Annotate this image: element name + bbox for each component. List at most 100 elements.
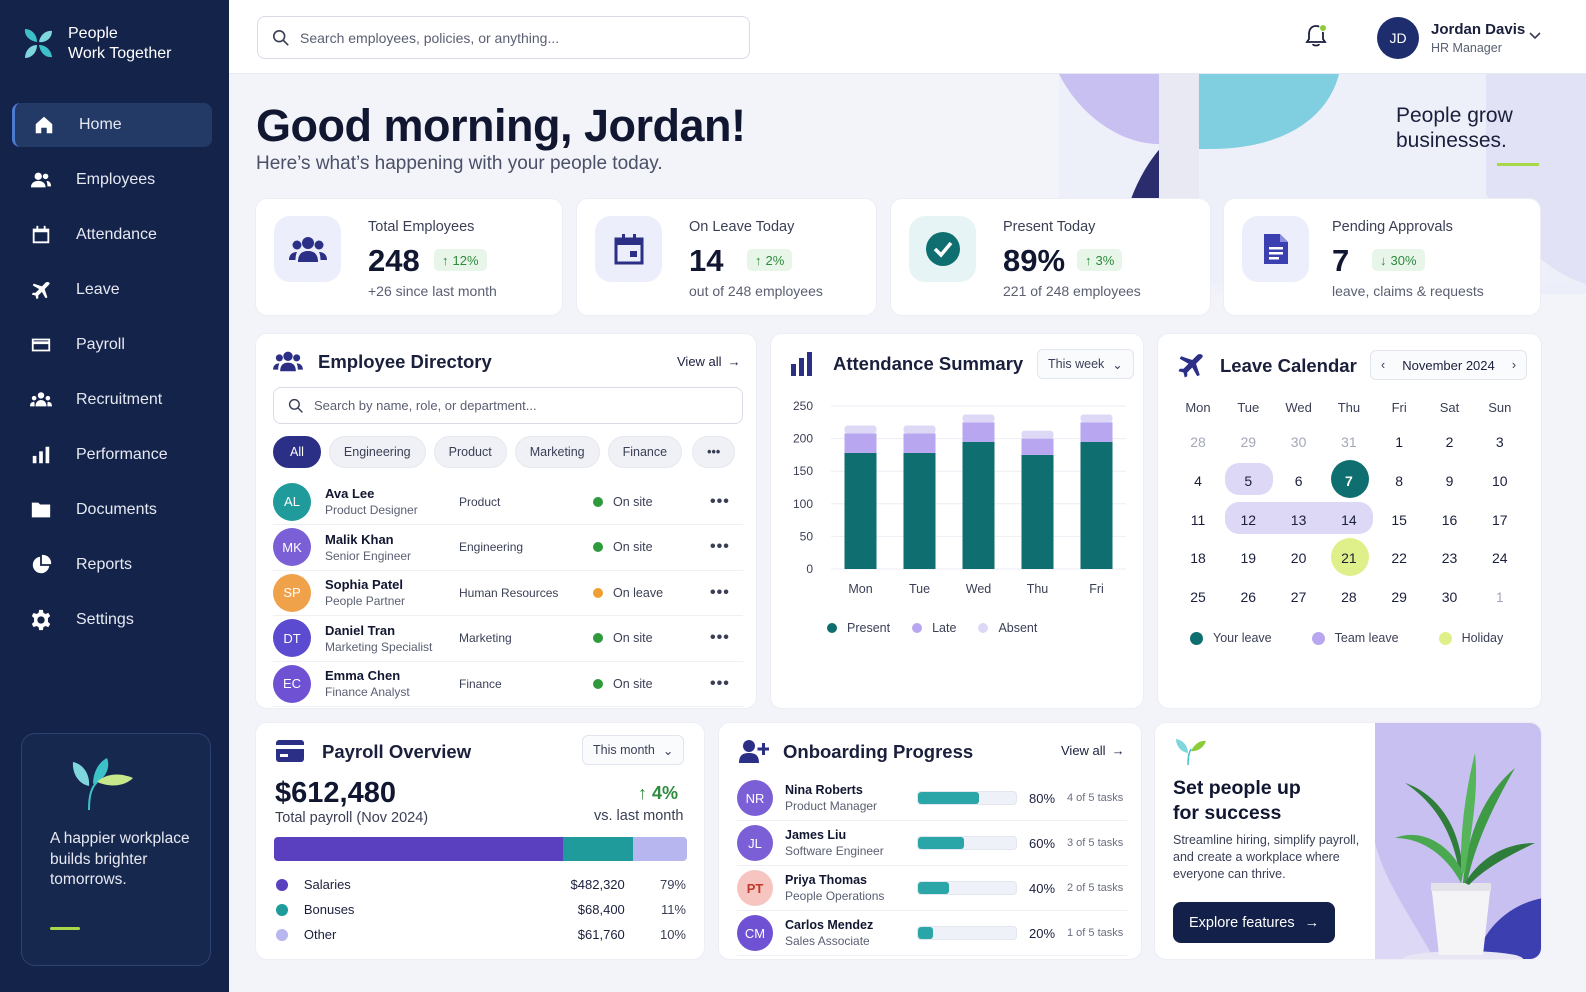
weekday-label: Sat	[1439, 400, 1460, 415]
card-title: Attendance Summary	[833, 353, 1024, 374]
filter-chip-product[interactable]: Product	[433, 436, 507, 468]
calendar-day[interactable]: 14	[1341, 511, 1357, 528]
calendar-icon	[32, 225, 50, 244]
stat-card-pending-approvals[interactable]: Pending Approvals 7 ↓ 30% leave, claims &…	[1223, 198, 1541, 316]
row-actions-button[interactable]: •••	[710, 674, 730, 692]
calendar-day[interactable]: 10	[1492, 472, 1508, 489]
calendar-day[interactable]: 29	[1391, 589, 1407, 606]
filter-chip-engineering[interactable]: Engineering	[328, 436, 426, 468]
employee-row[interactable]: MK Malik Khan Senior Engineer Engineering On…	[273, 525, 743, 571]
payroll-item-name: Bonuses	[303, 902, 355, 917]
calendar-day[interactable]: 17	[1492, 511, 1508, 528]
directory-search[interactable]	[273, 387, 743, 424]
calendar-highlights	[1225, 460, 1373, 576]
calendar-day[interactable]: 27	[1290, 589, 1307, 606]
nav-item-settings[interactable]: Settings	[12, 598, 212, 642]
attendance-range-dropdown[interactable]: This week ⌄	[1037, 349, 1134, 379]
calendar-day[interactable]: 24	[1492, 550, 1508, 567]
calendar-day[interactable]: 30	[1441, 589, 1458, 606]
task-count: 4 of 5 tasks	[1067, 792, 1124, 804]
row-actions-button[interactable]: •••	[710, 583, 730, 601]
payroll-range-dropdown[interactable]: This month ⌄	[582, 735, 685, 765]
calendar-day[interactable]: 28	[1341, 589, 1357, 606]
calendar-day[interactable]: 3	[1495, 434, 1504, 450]
calendar-day[interactable]: 2	[1445, 434, 1454, 450]
nav-item-documents[interactable]: Documents	[12, 488, 212, 532]
calendar-day[interactable]: 5	[1244, 472, 1253, 489]
calendar-day[interactable]: 29	[1240, 434, 1257, 450]
more-filters-button[interactable]: •••	[692, 436, 736, 468]
stat-card-on-leave[interactable]: On Leave Today 14 ↑ 2% out of 248 employe…	[576, 198, 877, 316]
nav-item-leave[interactable]: Leave	[12, 268, 212, 312]
calendar-day[interactable]: 22	[1391, 550, 1407, 567]
nav-item-reports[interactable]: Reports	[12, 543, 212, 587]
calendar-day[interactable]: 6	[1294, 472, 1303, 489]
nav-item-performance[interactable]: Performance	[12, 433, 212, 477]
calendar-day[interactable]: 25	[1190, 589, 1206, 606]
row-actions-button[interactable]: •••	[710, 538, 730, 555]
nav-item-employees[interactable]: Employees	[12, 158, 212, 202]
employee-row[interactable]: AL Ava Lee Product Designer Product On site •…	[273, 479, 743, 525]
calendar-day[interactable]: 18	[1190, 550, 1206, 567]
calendar-day[interactable]: 19	[1240, 550, 1257, 567]
arrow-up-icon: ↑	[638, 783, 653, 803]
notifications-button[interactable]	[1305, 24, 1327, 53]
person-role: Product Manager	[785, 799, 878, 813]
chevron-left-icon[interactable]: ‹	[1381, 358, 1386, 372]
chevron-down-icon[interactable]	[1529, 32, 1541, 40]
calendar-day[interactable]: 31	[1341, 434, 1357, 450]
onboarding-row[interactable]: NR Nina Roberts Product Manager 80% 4 of 5 t…	[737, 776, 1127, 821]
tagline-accent	[1497, 163, 1539, 166]
onboarding-row[interactable]: PT Priya Thomas People Operations 40% 2 of 5…	[737, 866, 1127, 911]
calendar-day[interactable]: 1	[1395, 434, 1404, 450]
legend-item: Present	[827, 621, 890, 635]
employee-row[interactable]: SP Sophia Patel People Partner Human Resour…	[273, 570, 743, 616]
calendar-day[interactable]: 16	[1441, 511, 1458, 528]
progress-percent: 60%	[1029, 835, 1056, 851]
view-all-link[interactable]: View all →	[677, 354, 741, 369]
status-dot	[593, 678, 603, 689]
brand[interactable]: People Work Together	[22, 24, 171, 64]
plane-icon	[31, 281, 50, 300]
search-input[interactable]	[300, 29, 720, 46]
explore-features-button[interactable]: Explore features →	[1173, 902, 1336, 943]
legend-swatch	[978, 623, 989, 633]
calendar-day[interactable]: 7	[1344, 472, 1353, 489]
stat-card-present-today[interactable]: Present Today 89% ↑ 3% 221 of 248 employe…	[890, 198, 1211, 316]
calendar-day[interactable]: 20	[1290, 550, 1307, 567]
nav-item-home[interactable]: Home	[12, 103, 212, 147]
user-menu[interactable]: JD Jordan Davis HR Manager	[1377, 17, 1525, 59]
calendar-day[interactable]: 9	[1445, 472, 1454, 489]
calendar-day[interactable]: 8	[1395, 472, 1404, 489]
calendar-day[interactable]: 13	[1290, 511, 1307, 528]
filter-chip-finance[interactable]: Finance	[607, 436, 683, 468]
stat-card-total-employees[interactable]: Total Employees 248 ↑ 12% +26 since last …	[255, 198, 563, 316]
sprout-icon	[1176, 739, 1206, 766]
row-actions-button[interactable]: •••	[710, 629, 730, 646]
calendar-day[interactable]: 21	[1341, 550, 1357, 567]
employee-row[interactable]: DT Daniel Tran Marketing Specialist Marketi…	[273, 616, 743, 662]
calendar-day[interactable]: 30	[1290, 434, 1307, 450]
calendar-day[interactable]: 11	[1190, 511, 1206, 528]
calendar-day[interactable]: 23	[1441, 550, 1458, 567]
row-actions-button[interactable]: •••	[710, 492, 730, 510]
nav-item-attendance[interactable]: Attendance	[12, 213, 212, 257]
filter-chip-all[interactable]: All	[273, 436, 321, 468]
filter-chip-marketing[interactable]: Marketing	[514, 436, 600, 468]
global-search[interactable]	[257, 16, 750, 59]
directory-search-input[interactable]	[314, 398, 734, 413]
onboarding-row[interactable]: JL James Liu Software Engineer 60% 3 of 5 ta…	[737, 821, 1127, 866]
nav-item-payroll[interactable]: Payroll	[12, 323, 212, 367]
calendar-day[interactable]: 1	[1495, 589, 1504, 606]
card-icon	[31, 338, 51, 352]
employee-row[interactable]: EC Emma Chen Finance Analyst Finance On site…	[273, 661, 743, 707]
calendar-day[interactable]: 4	[1194, 472, 1202, 489]
nav-item-recruitment[interactable]: Recruitment	[12, 378, 212, 422]
chevron-right-icon[interactable]: ›	[1511, 358, 1516, 372]
calendar-day[interactable]: 26	[1240, 589, 1257, 606]
view-all-link[interactable]: View all →	[1061, 743, 1125, 758]
onboarding-row[interactable]: CM Carlos Mendez Sales Associate 20% 1 of 5 …	[737, 911, 1127, 956]
calendar-day[interactable]: 12	[1240, 511, 1257, 528]
calendar-day[interactable]: 15	[1391, 511, 1407, 528]
calendar-day[interactable]: 28	[1190, 434, 1206, 450]
